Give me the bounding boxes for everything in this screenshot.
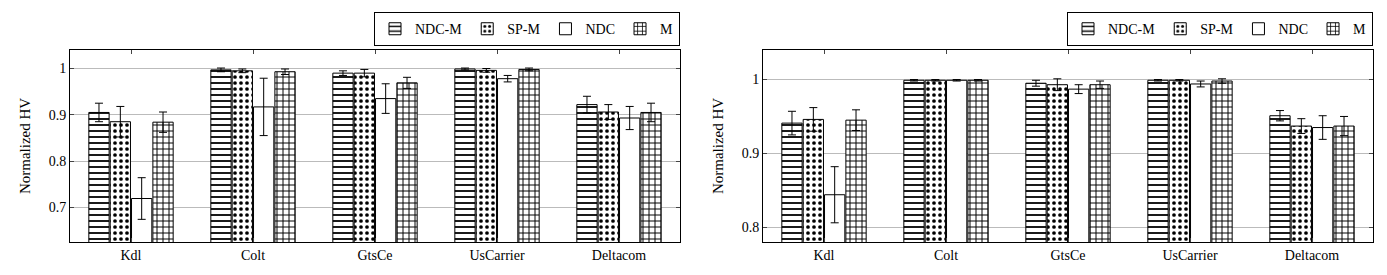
svg-text:NDC: NDC (1278, 22, 1308, 37)
svg-text:1: 1 (59, 61, 66, 76)
svg-text:UsCarrier: UsCarrier (1162, 248, 1218, 263)
svg-text:SP-M: SP-M (1200, 22, 1233, 37)
svg-text:0.8: 0.8 (742, 220, 760, 235)
svg-text:UsCarrier: UsCarrier (469, 248, 525, 263)
svg-text:NDC: NDC (585, 22, 615, 37)
svg-text:Normalized HV: Normalized HV (17, 98, 33, 194)
svg-text:Normalized HV: Normalized HV (710, 98, 726, 194)
svg-text:Kdl: Kdl (814, 248, 835, 263)
svg-text:1: 1 (752, 72, 759, 87)
svg-text:Deltacom: Deltacom (592, 248, 647, 263)
svg-text:NDC-M: NDC-M (415, 22, 462, 37)
svg-text:0.9: 0.9 (742, 146, 760, 161)
svg-text:M: M (1353, 22, 1366, 37)
svg-text:SP-M: SP-M (507, 22, 540, 37)
svg-text:Colt: Colt (934, 248, 958, 263)
svg-text:GtsCe: GtsCe (1051, 248, 1086, 263)
svg-text:NDC-M: NDC-M (1108, 22, 1155, 37)
svg-text:Kdl: Kdl (121, 248, 142, 263)
svg-text:M: M (660, 22, 673, 37)
svg-text:0.9: 0.9 (49, 108, 67, 123)
svg-text:Colt: Colt (241, 248, 265, 263)
svg-text:GtsCe: GtsCe (358, 248, 393, 263)
svg-text:Deltacom: Deltacom (1285, 248, 1340, 263)
svg-text:0.7: 0.7 (49, 200, 67, 215)
svg-text:0.8: 0.8 (49, 154, 67, 169)
